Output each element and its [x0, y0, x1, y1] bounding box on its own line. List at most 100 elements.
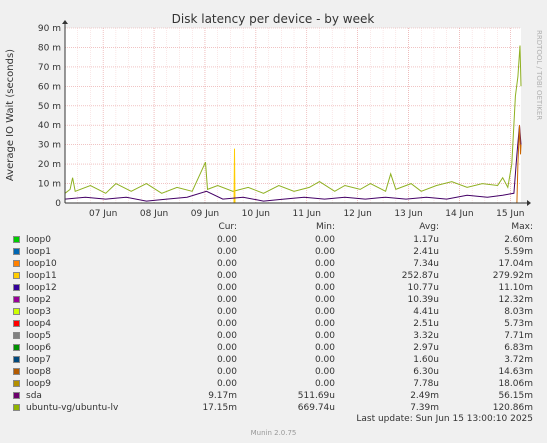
legend-min: 0.00 — [314, 295, 335, 305]
legend-swatch — [13, 356, 20, 363]
y-tick-label: 60 m — [38, 82, 61, 92]
legend-min: 0.00 — [314, 379, 335, 389]
x-tick-label: 07 Jun — [89, 209, 117, 219]
legend-row: loop1 0.00 0.00 2.41u 5.59m — [0, 246, 547, 258]
legend-avg: 2.49m — [410, 391, 439, 401]
legend-min: 0.00 — [314, 247, 335, 257]
x-tick-label: 14 Jun — [445, 209, 473, 219]
legend-max: 14.63m — [498, 367, 533, 377]
legend-cur: 0.00 — [216, 259, 237, 269]
legend-cur: 0.00 — [216, 319, 237, 329]
legend-min: 0.00 — [314, 259, 335, 269]
legend-cur: 0.00 — [216, 355, 237, 365]
x-tick-label: 08 Jun — [140, 209, 168, 219]
legend-swatch — [13, 272, 20, 279]
legend-avg: 10.39u — [407, 295, 439, 305]
footer-version: Munin 2.0.75 — [250, 429, 297, 437]
last-update: Last update: Sun Jun 15 13:00:10 2025 — [356, 414, 533, 424]
x-tick-label: 10 Jun — [242, 209, 270, 219]
legend-swatch — [13, 332, 20, 339]
legend-avg: 4.41u — [413, 307, 439, 317]
legend-avg: 7.39m — [410, 403, 439, 413]
legend-swatch — [13, 404, 20, 411]
legend-name: loop10 — [26, 259, 57, 269]
legend-header-cur: Cur: — [218, 222, 237, 232]
legend-cur: 0.00 — [216, 343, 237, 353]
legend-min: 0.00 — [314, 271, 335, 281]
legend-avg: 2.51u — [413, 319, 439, 329]
legend-row: loop4 0.00 0.00 2.51u 5.73m — [0, 318, 547, 330]
y-tick-label: 10 m — [38, 180, 61, 190]
series-line-ubuntu-vg-ubuntu-lv — [64, 45, 522, 194]
legend-cur: 0.00 — [216, 307, 237, 317]
legend-name: ubuntu-vg/ubuntu-lv — [26, 403, 119, 413]
legend-name: loop6 — [26, 343, 51, 353]
y-tick-label: 40 m — [38, 121, 61, 131]
legend-min: 0.00 — [314, 319, 335, 329]
legend-cur: 0.00 — [216, 331, 237, 341]
legend-row: sda 9.17m 511.69u 2.49m 56.15m — [0, 390, 547, 402]
legend-max: 5.73m — [504, 319, 533, 329]
legend-avg: 7.78u — [413, 379, 439, 389]
legend-row: loop10 0.00 0.00 7.34u 17.04m — [0, 258, 547, 270]
legend-swatch — [13, 320, 20, 327]
y-axis-arrow — [62, 20, 68, 24]
legend-name: loop12 — [26, 283, 57, 293]
legend-swatch — [13, 236, 20, 243]
x-tick-label: 15 Jun — [496, 209, 524, 219]
legend-min: 511.69u — [297, 391, 335, 401]
legend-cur: 0.00 — [216, 295, 237, 305]
legend-row: loop9 0.00 0.00 7.78u 18.06m — [0, 378, 547, 390]
legend-name: loop4 — [26, 319, 51, 329]
y-axis-label: Average IO Wait (seconds) — [5, 49, 16, 181]
legend-row: loop12 0.00 0.00 10.77u 11.10m — [0, 282, 547, 294]
legend-max: 279.92m — [492, 271, 533, 281]
y-tick-label: 0 — [55, 199, 61, 209]
legend-avg: 10.77u — [407, 283, 439, 293]
legend-avg: 252.87u — [401, 271, 439, 281]
legend-max: 18.06m — [498, 379, 533, 389]
legend-name: loop9 — [26, 379, 51, 389]
legend-max: 3.72m — [504, 355, 533, 365]
legend-name: loop8 — [26, 367, 51, 377]
legend-avg: 6.30u — [413, 367, 439, 377]
watermark-text: RRDTOOL / TOBI OETIKER — [535, 30, 543, 120]
legend-cur: 9.17m — [208, 391, 237, 401]
legend-cur: 0.00 — [216, 379, 237, 389]
legend-max: 6.83m — [504, 343, 533, 353]
y-tick-label: 20 m — [38, 160, 61, 170]
x-axis-arrow — [527, 200, 531, 206]
legend-row: ubuntu-vg/ubuntu-lv 17.15m 669.74u 7.39m 120… — [0, 402, 547, 414]
x-tick-label: 11 Jun — [293, 209, 321, 219]
legend-cur: 17.15m — [202, 403, 237, 413]
legend-min: 669.74u — [297, 403, 335, 413]
legend-min: 0.00 — [314, 367, 335, 377]
legend-min: 0.00 — [314, 307, 335, 317]
series-line-loop11 — [233, 148, 236, 204]
legend-swatch — [13, 368, 20, 375]
legend-min: 0.00 — [314, 355, 335, 365]
legend-row: loop3 0.00 0.00 4.41u 8.03m — [0, 306, 547, 318]
x-tick-label: 13 Jun — [394, 209, 422, 219]
legend-avg: 2.41u — [413, 247, 439, 257]
legend-row: loop2 0.00 0.00 10.39u 12.32m — [0, 294, 547, 306]
legend-header-max: Max: — [511, 222, 533, 232]
legend-row: loop6 0.00 0.00 2.97u 6.83m — [0, 342, 547, 354]
legend-name: loop7 — [26, 355, 51, 365]
legend-avg: 1.17u — [413, 235, 439, 245]
y-tick-label: 30 m — [38, 141, 61, 151]
legend-cur: 0.00 — [216, 271, 237, 281]
legend-swatch — [13, 380, 20, 387]
legend-cur: 0.00 — [216, 367, 237, 377]
axes: 0 10 m 20 m 30 m 40 m 50 m 60 m 70 m 80 m 90 m 07 … — [38, 20, 531, 219]
legend-name: sda — [26, 391, 42, 401]
legend-max: 7.71m — [504, 331, 533, 341]
legend-row: loop11 0.00 0.00 252.87u 279.92m — [0, 270, 547, 282]
legend-max: 5.59m — [504, 247, 533, 257]
series-layer — [64, 45, 522, 204]
series-line-loop8 — [516, 125, 522, 204]
x-tick-label: 09 Jun — [191, 209, 219, 219]
legend-swatch — [13, 392, 20, 399]
legend-name: loop2 — [26, 295, 51, 305]
